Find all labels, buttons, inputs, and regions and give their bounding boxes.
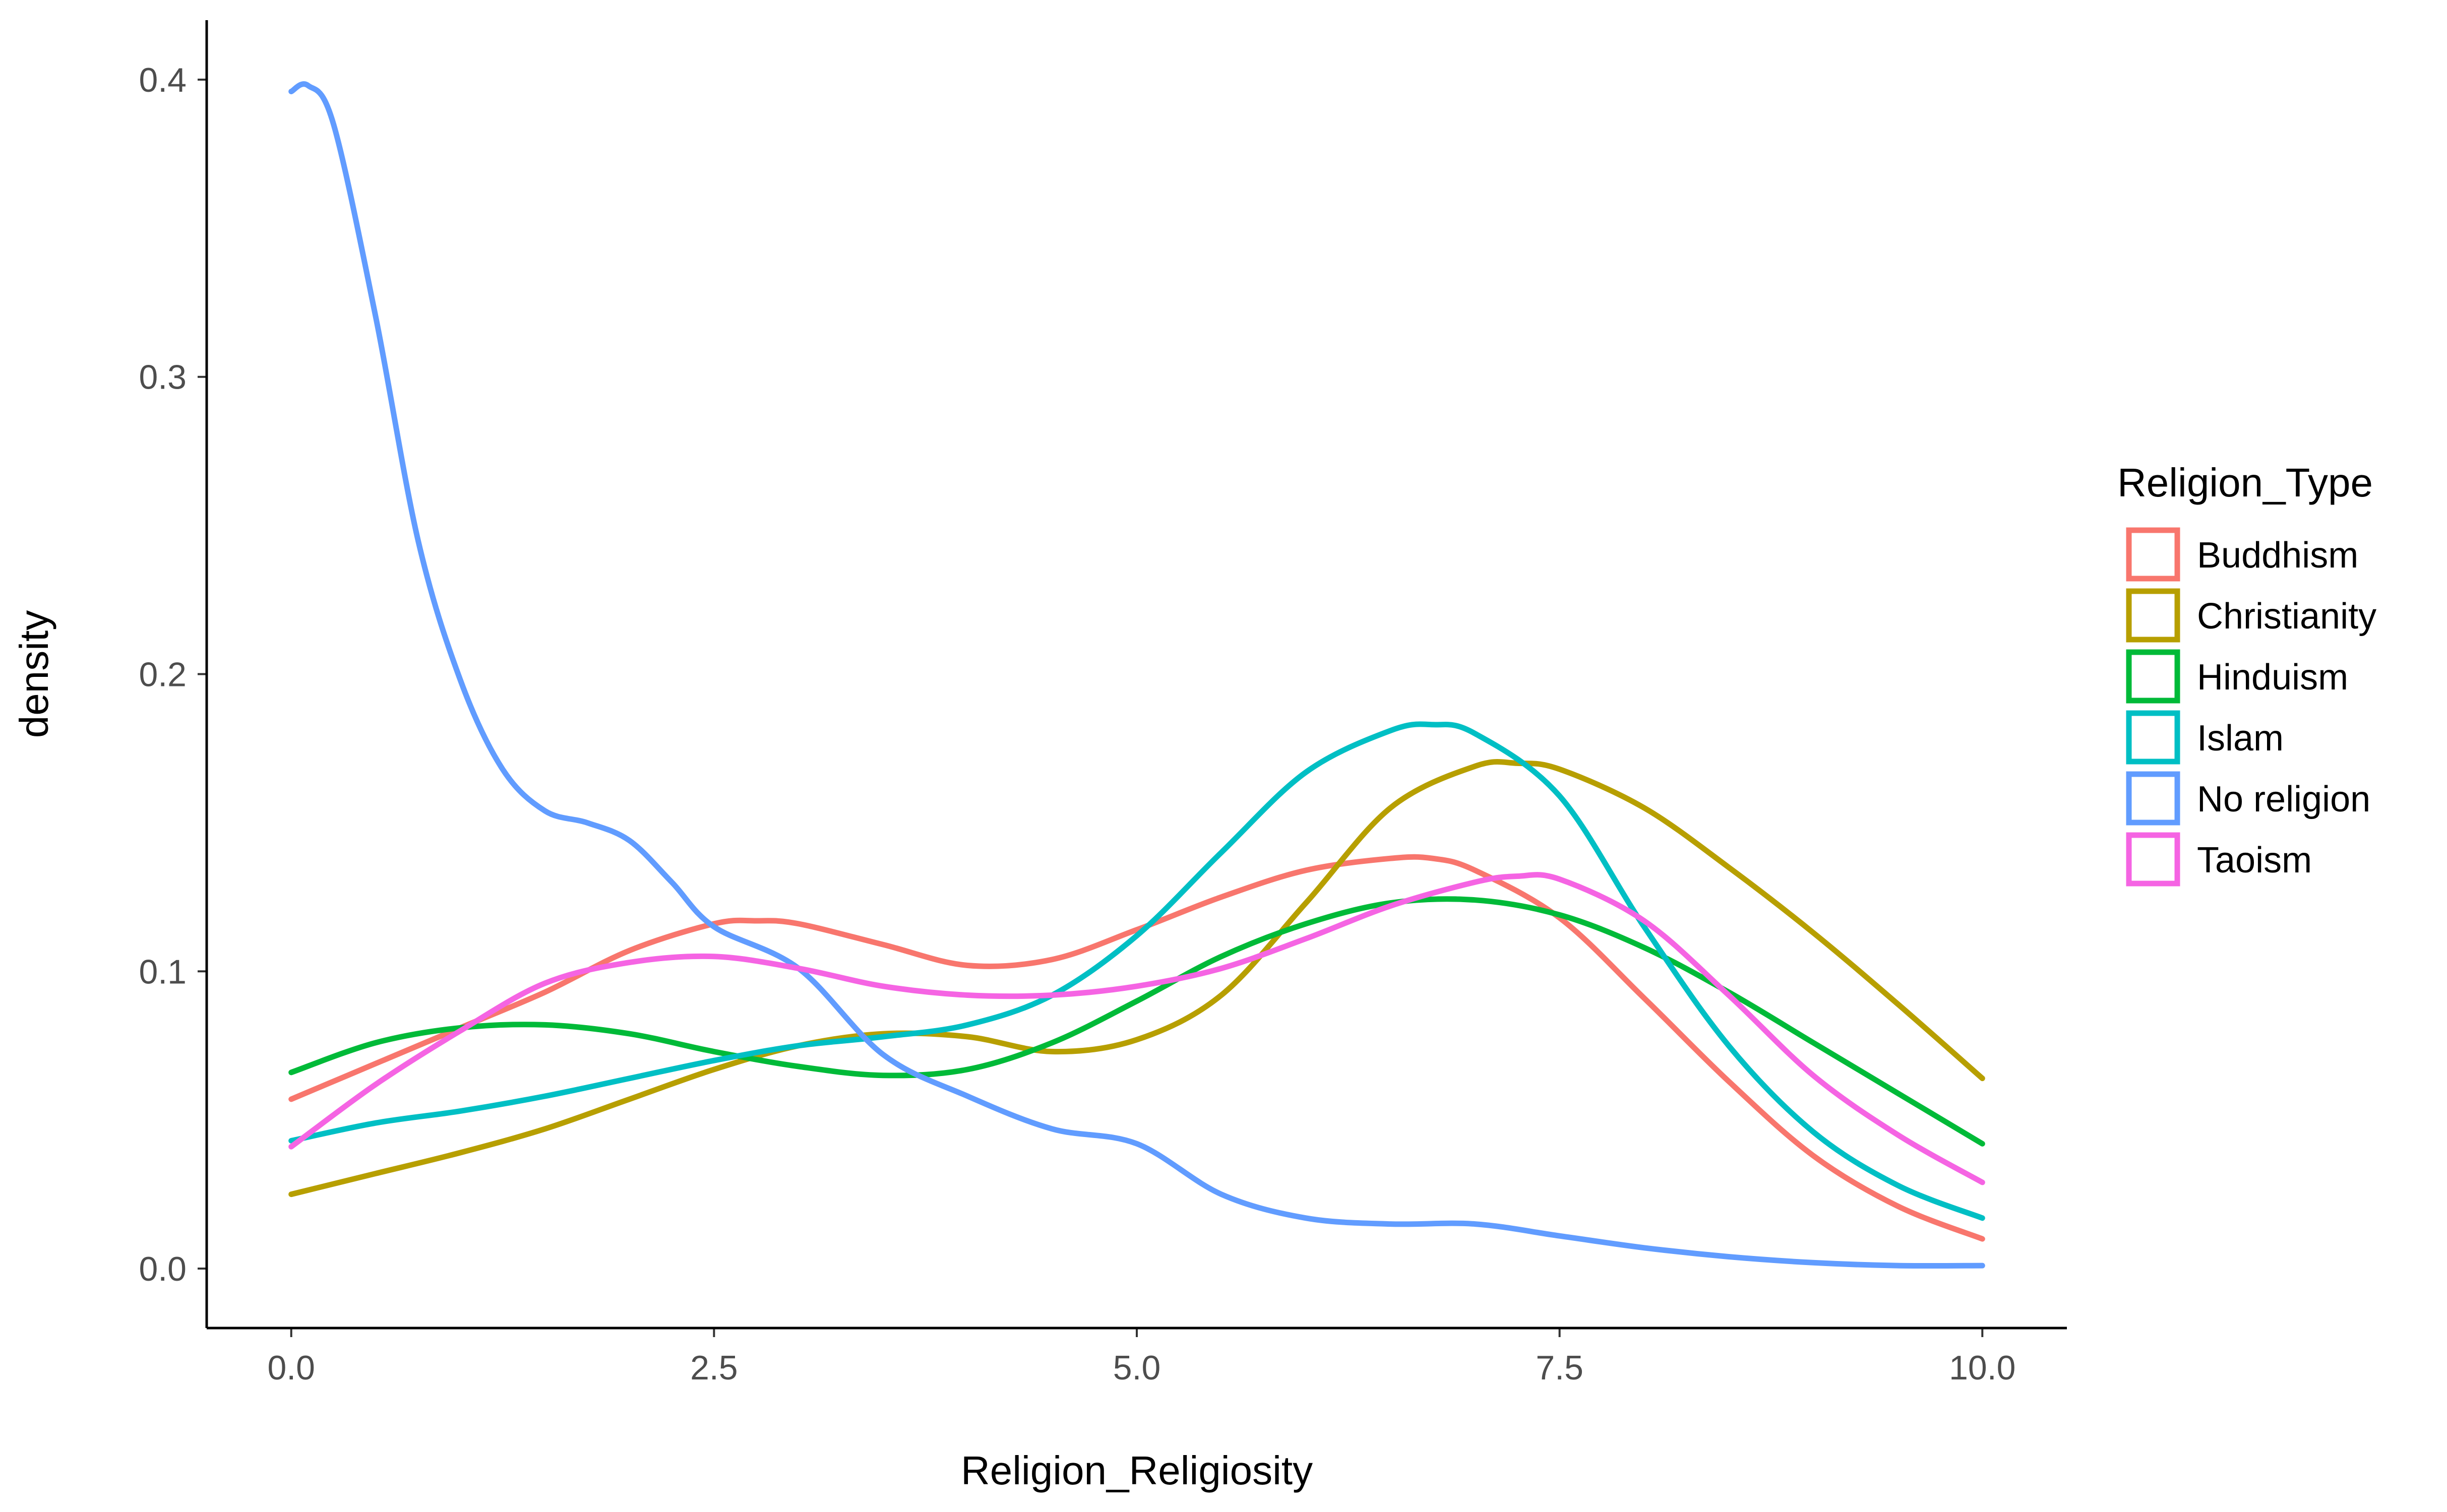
legend-key-christianity (2126, 588, 2180, 643)
x-tick-label: 2.5 (690, 1349, 738, 1387)
legend-label-no-religion: No religion (2197, 779, 2370, 820)
legend-label-christianity: Christianity (2197, 596, 2376, 637)
legend-key-no-religion (2126, 771, 2180, 826)
legend-key-islam (2126, 710, 2180, 765)
x-tick-label: 10.0 (1949, 1349, 2015, 1387)
x-tick-label: 0.0 (267, 1349, 315, 1387)
legend-label-taoism: Taoism (2197, 840, 2312, 880)
legend-key-taoism (2126, 832, 2180, 887)
series-line-islam (288, 721, 1985, 1221)
legend-title: Religion_Type (2117, 460, 2373, 505)
y-axis-ticks: 0.0 0.1 0.2 0.3 0.4 (139, 61, 207, 1288)
x-tick-label: 7.5 (1536, 1349, 1583, 1387)
y-tick-label: 0.0 (139, 1250, 187, 1288)
x-axis-ticks: 0.0 2.5 5.0 7.5 10.0 (267, 1328, 2015, 1387)
y-tick-label: 0.4 (139, 61, 187, 99)
y-tick-label: 0.3 (139, 358, 187, 397)
y-tick-label: 0.2 (139, 656, 187, 694)
legend: Religion_Type Buddhism Christianity Hindui… (2117, 460, 2376, 887)
legend-label-islam: Islam (2197, 718, 2284, 759)
series-lines (288, 81, 1985, 1269)
series-line-taoism (288, 872, 1985, 1185)
legend-key-buddhism (2126, 527, 2180, 582)
legend-label-buddhism: Buddhism (2197, 535, 2358, 576)
series-line-hinduism (288, 896, 1985, 1147)
x-axis-title: Religion_Religiosity (961, 1448, 1313, 1493)
legend-key-hinduism (2126, 649, 2180, 704)
legend-items: Buddhism Christianity Hinduism Islam No reli… (2126, 527, 2376, 887)
y-tick-label: 0.1 (139, 953, 187, 991)
series-line-christianity (288, 759, 1985, 1198)
plot-area (288, 81, 1985, 1269)
y-axis-title: density (12, 610, 56, 738)
series-line-no-religion (288, 81, 1985, 1269)
x-tick-label: 5.0 (1113, 1349, 1161, 1387)
legend-label-hinduism: Hinduism (2197, 657, 2348, 698)
